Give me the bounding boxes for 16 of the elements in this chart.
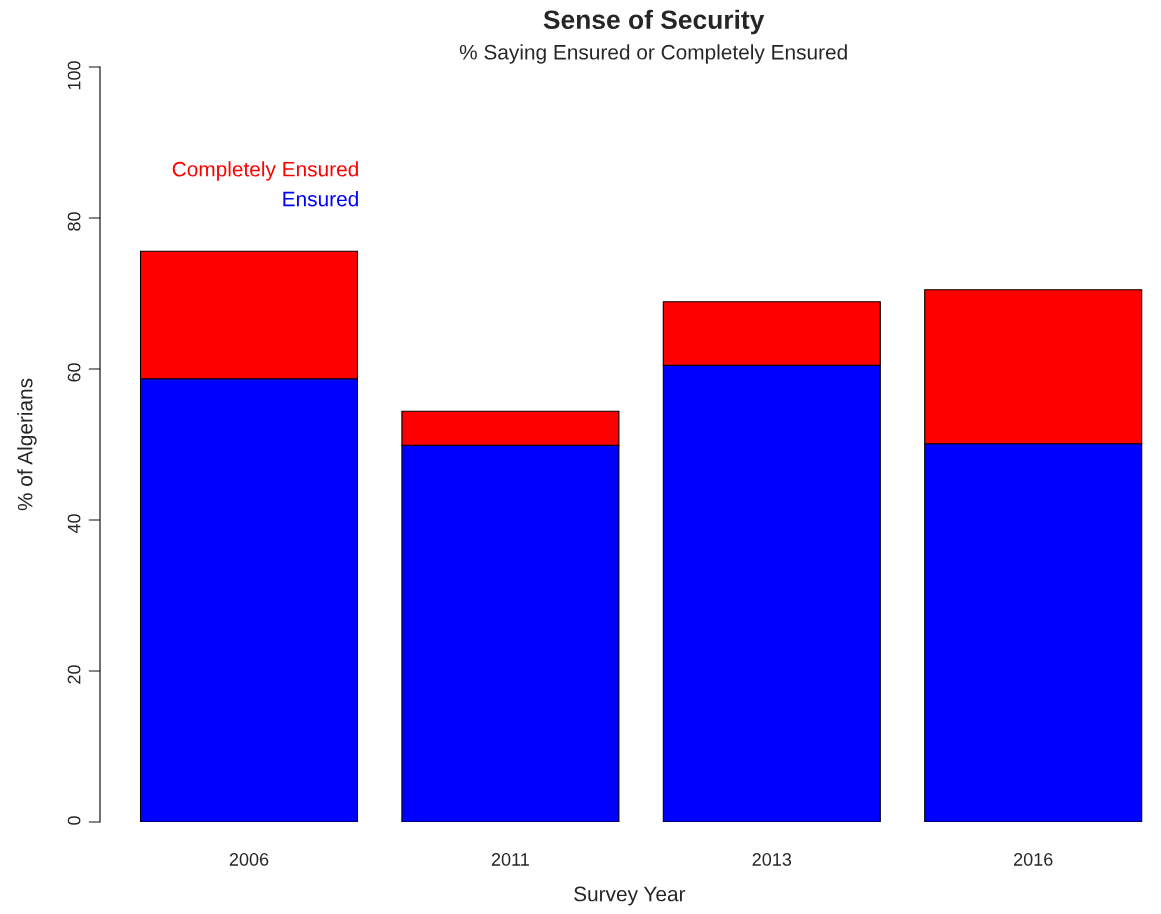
y-axis-title: % of Algerians (17, 378, 37, 511)
y-tick-label: 60 (67, 363, 81, 382)
chart-subtitle: % Saying Ensured or Completely Ensured (459, 44, 847, 64)
x-tick-label: 2016 (1014, 853, 1053, 866)
y-tick-label: 80 (67, 212, 81, 231)
y-tick-label: 0 (67, 816, 81, 825)
y-tick-label: 40 (67, 514, 81, 534)
x-tick-label: 2006 (229, 853, 269, 866)
x-axis-title: Survey Year (574, 886, 686, 906)
x-tick-label: 2011 (491, 853, 529, 866)
y-tick-label: 100 (67, 61, 81, 90)
chart-title: Sense of Security (543, 9, 765, 35)
text: Completely Ensured (172, 161, 358, 181)
y-tick-label: 20 (67, 665, 81, 684)
x-tick-label: 2013 (752, 853, 792, 866)
text: Ensured (283, 191, 358, 207)
